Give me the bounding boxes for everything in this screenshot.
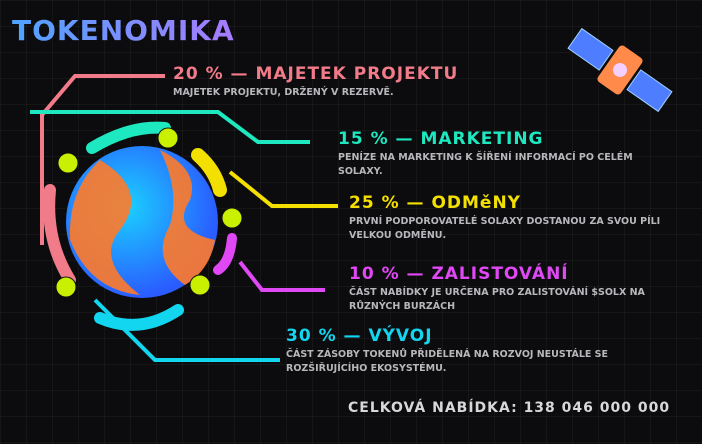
allocation-description: Část zásoby tokenů přidělená na rozvoj n…	[286, 349, 609, 374]
allocation-rewards: 25 % — ODMěNY První podporovatelé Solaxy…	[349, 193, 679, 243]
allocation-description: Majetek projektu, držený v rezervě.	[173, 87, 394, 98]
planet-icon	[66, 146, 218, 298]
ring-arc-magenta	[213, 233, 237, 275]
ring-arc-yellow	[191, 148, 227, 197]
page-title: TOKENOMIKA	[12, 14, 235, 47]
ring-arc-teal	[86, 121, 171, 154]
leader-line-10	[238, 260, 325, 292]
total-supply: CELKOVÁ NABÍDKA: 138 046 000 000	[348, 400, 671, 416]
allocation-description: První podporovatelé Solaxy dostanou za s…	[349, 216, 661, 241]
leader-line-25	[228, 170, 338, 208]
ring-arc-cyan	[94, 304, 184, 331]
allocation-heading: 25 % — ODMěNY	[349, 193, 521, 213]
alien-icon	[55, 127, 243, 298]
allocation-project: 20 % — MAJETEK PROJEKTU Majetek projektu…	[173, 64, 458, 100]
leader-line-15	[30, 110, 310, 144]
allocation-heading: 10 % — ZALISTOVÁNÍ	[349, 264, 569, 284]
allocation-description: Peníze na marketing k šíření informací p…	[338, 152, 633, 177]
allocation-description: Část nabídky je určena pro zalistování $…	[349, 287, 645, 312]
ring-arc-pink	[43, 184, 76, 286]
leader-line-20	[40, 74, 165, 245]
allocation-heading: 30 % — VÝVOJ	[286, 326, 433, 346]
satellite-icon	[567, 27, 673, 113]
allocation-listing: 10 % — ZALISTOVÁNÍ Část nabídky je určen…	[349, 264, 679, 314]
allocation-marketing: 15 % — MARKETING Peníze na marketing k š…	[338, 129, 678, 179]
allocation-heading: 20 % — MAJETEK PROJEKTU	[173, 64, 459, 84]
allocation-heading: 15 % — MARKETING	[338, 129, 544, 149]
allocation-development: 30 % — VÝVOJ Část zásoby tokenů přidělen…	[286, 326, 636, 376]
